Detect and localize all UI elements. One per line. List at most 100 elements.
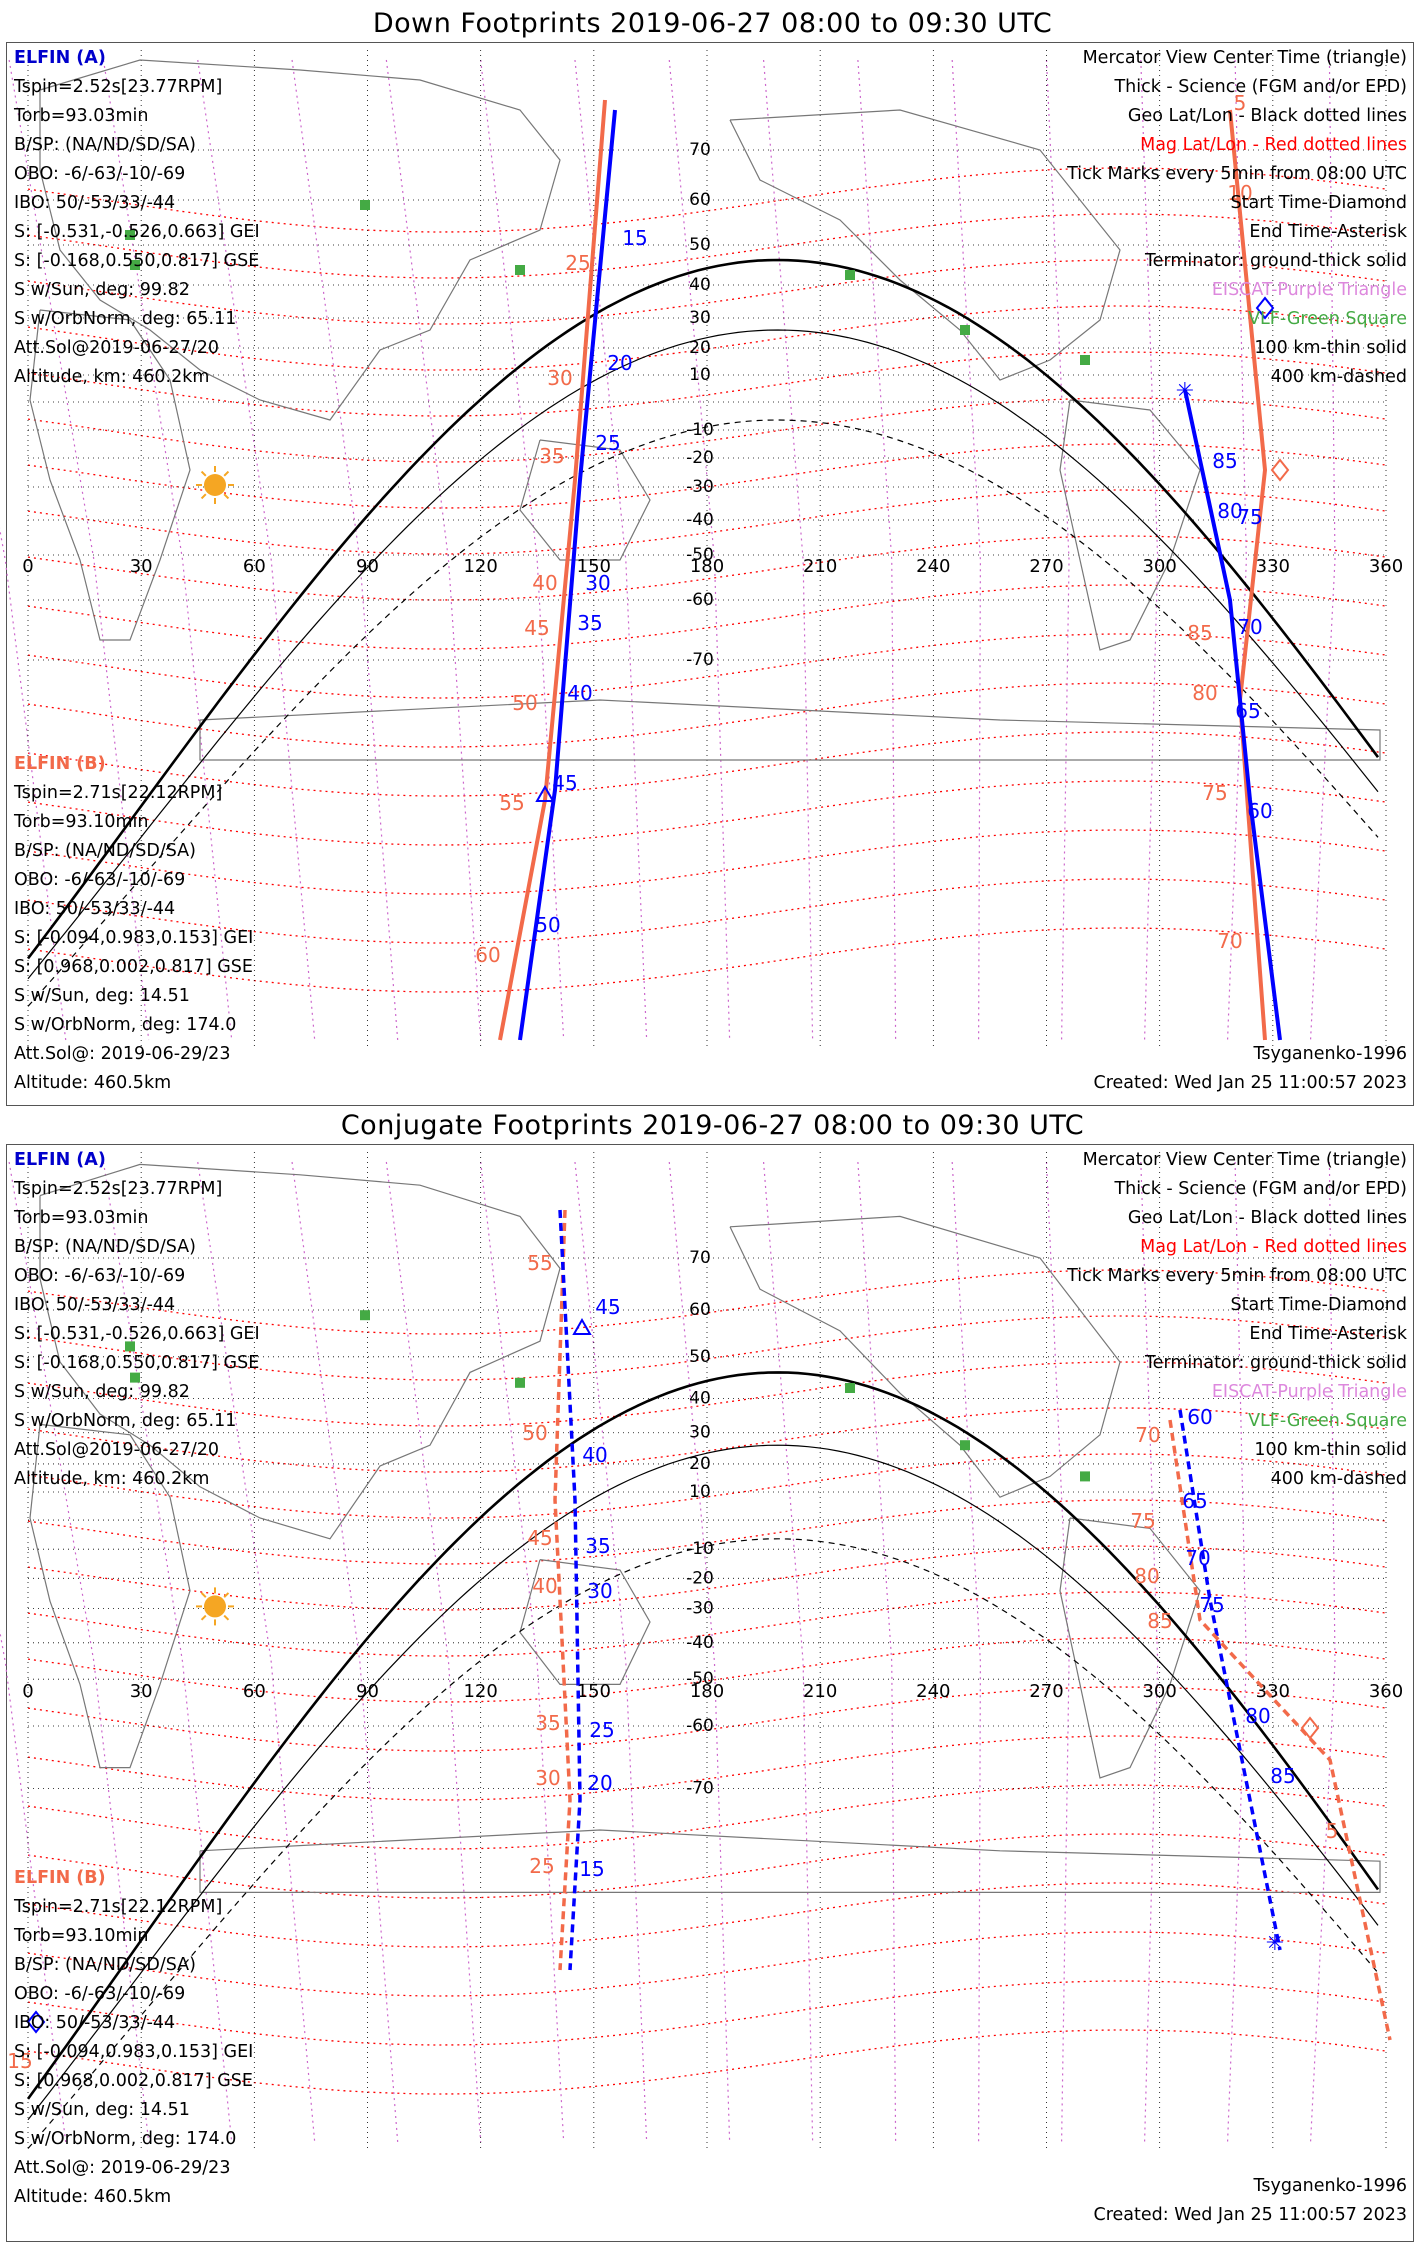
elfin-a-s-gse: S: [-0.168,0.550,0.817] GSE (14, 251, 260, 271)
legend-start: Start Time-Diamond (1230, 1295, 1407, 1315)
continent-outline (39, 59, 561, 421)
legend: Mercator View Center Time (triangle) Thi… (1067, 44, 1407, 392)
elfin-a-tick-label: 65 (1235, 699, 1260, 723)
elfin-a-s-gse: S: [-0.168,0.550,0.817] GSE (14, 1353, 260, 1373)
lon-tick-label: 240 (916, 556, 950, 577)
elfin-b-tspin: Tspin=2.71s[22.12RPM] (14, 1897, 223, 1917)
elfin-a-tick-label: 30 (585, 571, 610, 595)
elfin-b-tick-label: 55 (499, 791, 524, 815)
elfin-a-tspin: Tspin=2.52s[23.77RPM] (14, 1179, 223, 1199)
elfin-a-s-gei: S: [-0.531,-0.526,0.663] GEI (14, 222, 260, 242)
lon-tick-label: 360 (1369, 556, 1403, 577)
elfin-b-info: ELFIN (B) Tspin=2.71s[22.12RPM] Torb=93.… (14, 750, 253, 1098)
elfin-b-s-orb: S w/OrbNorm, deg: 174.0 (14, 2129, 237, 2149)
mag-lat-line (27, 1735, 1387, 1801)
sun-icon (204, 1595, 226, 1618)
lon-tick-label: 90 (356, 1681, 379, 1702)
lat-tick-label: -60 (686, 590, 714, 610)
elfin-a-tick-label: 15 (622, 226, 647, 250)
lat-tick-label: 70 (689, 140, 711, 160)
lat-tick-label: 20 (689, 1454, 711, 1474)
created-label: Created: Wed Jan 25 11:00:57 2023 (1093, 1073, 1408, 1093)
mag-lat-line (27, 1591, 1387, 1657)
elfin-a-alt: Altitude, km: 460.2km (14, 1469, 210, 1489)
mag-lat-line (27, 213, 1387, 279)
sun-ray (223, 1614, 230, 1621)
legend-mag: Mag Lat/Lon - Red dotted lines (1140, 1237, 1407, 1257)
lon-tick-label: 360 (1369, 1681, 1403, 1702)
elfin-b-track (1168, 1419, 1392, 2041)
mag-lon-line (762, 1161, 814, 2143)
lat-tick-label: 30 (689, 308, 711, 328)
vlf-station (845, 1383, 855, 1393)
elfin-b-tick-label: 25 (529, 1854, 554, 1878)
elfin-a-track (1183, 389, 1282, 1041)
elfin-a-info: ELFIN (A) Tspin=2.52s[23.77RPM] Torb=93.… (14, 44, 260, 392)
continent-outline (729, 109, 1121, 381)
sun-ray (223, 1592, 230, 1598)
elfin-b-alt: Altitude: 460.5km (14, 2187, 172, 2207)
sun-ray (200, 493, 207, 500)
sun-ray (200, 1592, 207, 1598)
mag-lon-line (668, 1161, 731, 2143)
legend-view: Mercator View Center Time (triangle) (1082, 1150, 1407, 1170)
elfin-a-tick-label: 20 (607, 351, 632, 375)
lat-tick-label: -30 (686, 1598, 714, 1618)
elfin-a-tick-label: 20 (587, 1771, 612, 1795)
elfin-b-ibo: IBO: 50/-53/33/-44 (14, 2013, 176, 2033)
elfin-b-tick-label: 50 (512, 691, 537, 715)
mag-lon-line (102, 1161, 233, 2143)
elfin-b-tick-label: 75 (1202, 781, 1227, 805)
lat-tick-label: -20 (686, 448, 714, 468)
elfin-b-tick-label: 60 (475, 943, 500, 967)
legend-100km: 100 km-thin solid (1254, 338, 1407, 358)
legend-400km: 400 km-dashed (1270, 1469, 1407, 1489)
elfin-a-tick-label: 25 (589, 1718, 614, 1742)
elfin-a-tick-label: 65 (1182, 1489, 1207, 1513)
elfin-a-tick-label: 85 (1270, 1764, 1295, 1788)
lon-tick-label: 0 (22, 556, 33, 577)
lon-tick-label: 120 (463, 1681, 497, 1702)
lat-tick-label: -60 (686, 1716, 714, 1736)
panel-title: Conjugate Footprints 2019-06-27 08:00 to… (340, 1110, 1085, 1141)
created-label: Created: Wed Jan 25 11:00:57 2023 (1093, 2205, 1408, 2225)
elfin-a-tick-label: 70 (1185, 1546, 1210, 1570)
elfin-b-tick-label: 45 (527, 1526, 552, 1550)
elfin-b-tick-label: 5 (1326, 1819, 1339, 1843)
continent-outline (1059, 1517, 1201, 1779)
lon-tick-label: 60 (243, 556, 266, 577)
sun-icon (204, 474, 226, 496)
elfin-b-ibo: IBO: 50/-53/33/-44 (14, 899, 176, 919)
terminator-100km (27, 329, 1379, 980)
continent-outline (729, 1215, 1121, 1498)
legend-terminator: Terminator: ground-thick solid (1144, 251, 1407, 271)
legend-view: Mercator View Center Time (triangle) (1082, 48, 1407, 68)
mag-lat-line (27, 351, 1387, 417)
elfin-b-tick-label: 40 (532, 1574, 557, 1598)
elfin-b-torb: Torb=93.10min (14, 1926, 149, 1946)
lon-tick-label: 330 (1256, 556, 1290, 577)
mag-lon-line (102, 59, 233, 1041)
elfin-b-bsp: B/SP: (NA/ND/SD/SA) (14, 1955, 196, 1975)
elfin-b-tick-label: 45 (524, 616, 549, 640)
lat-tick-label: -40 (686, 1633, 714, 1653)
end-asterisk-icon: ✳ (1266, 1931, 1284, 1956)
mag-lon-line (197, 59, 316, 1041)
elfin-b-tick-label: 70 (1217, 929, 1242, 953)
legend-mag: Mag Lat/Lon - Red dotted lines (1140, 135, 1407, 155)
elfin-a-torb: Torb=93.03min (14, 1208, 149, 1228)
elfin-a-track (518, 109, 617, 1041)
start-diamond-icon (1300, 1716, 1320, 1740)
elfin-a-att: Att.Sol@2019-06-27/20 (14, 1440, 219, 1460)
legend-eiscat: EISCAT-Purple Triangle (1211, 280, 1407, 300)
legend-100km: 100 km-thin solid (1254, 1440, 1407, 1460)
end-asterisk-icon: ✳ (1176, 379, 1194, 404)
continent-outline (29, 309, 191, 641)
elfin-b-tick-label: 35 (539, 444, 564, 468)
mag-lon-line (8, 59, 150, 1041)
lat-tick-label: -30 (686, 477, 714, 497)
vlf-station (360, 1310, 370, 1321)
lat-tick-label: 30 (689, 1423, 711, 1443)
vlf-station (960, 1440, 970, 1451)
